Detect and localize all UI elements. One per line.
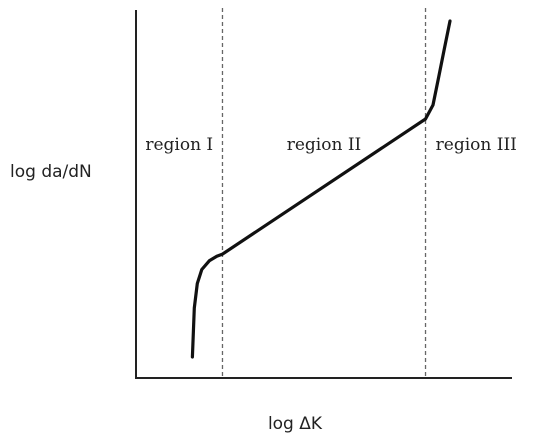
- region-label-1: region I: [145, 135, 213, 155]
- crack-growth-curve: [190, 19, 452, 359]
- region-labels: region I region II region III: [145, 135, 517, 155]
- region-dividers: [221, 8, 427, 378]
- region-label-3: region III: [436, 135, 517, 155]
- region-label-2: region II: [287, 135, 362, 155]
- y-axis-title: log da/dN: [10, 162, 92, 182]
- x-axis-title: log ΔK: [268, 414, 323, 434]
